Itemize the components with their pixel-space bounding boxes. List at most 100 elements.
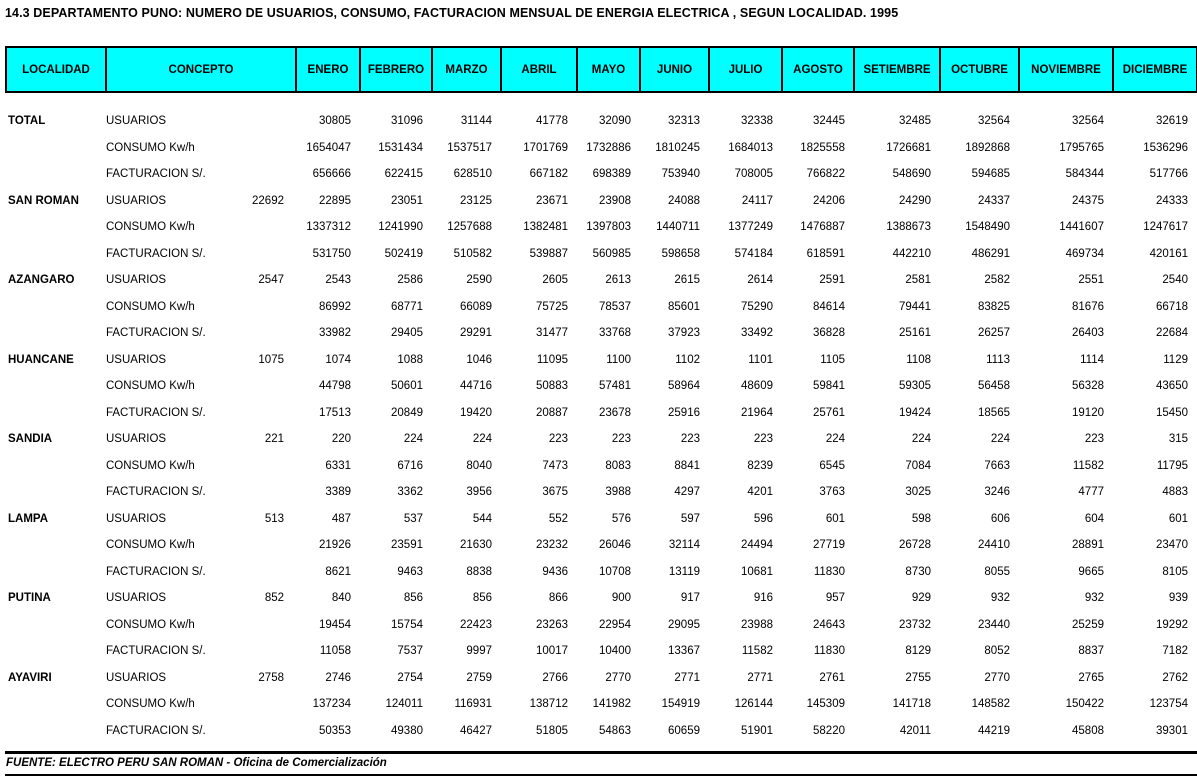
- concept-cell: FACTURACION S/.: [106, 479, 296, 506]
- concept-label: USUARIOS: [106, 592, 167, 605]
- value-cell: 23908: [599, 194, 631, 207]
- value-cell: 539887: [529, 247, 568, 260]
- concept-cell: USUARIOS 22692: [106, 188, 296, 215]
- value-cell: 26403: [1072, 327, 1104, 340]
- value-cell: 11830: [813, 565, 845, 578]
- value-cell: 26046: [599, 539, 631, 552]
- concept-label: FACTURACION S/.: [106, 327, 206, 340]
- value-cell: 537: [403, 512, 423, 525]
- value-cell: 2540: [1162, 274, 1188, 287]
- value-cell: 315: [1168, 433, 1188, 446]
- col-header-diciembre: DICIEMBRE: [1112, 46, 1197, 93]
- value-cell: 154919: [661, 698, 700, 711]
- table-row: FACTURACION S/. 17513 20849 19420 20887 23678…: [6, 400, 1197, 427]
- value-cell: 23051: [391, 194, 423, 207]
- table-row: HUANCANE USUARIOS 1075 1074 1088 1046 11095 110…: [6, 347, 1197, 374]
- value-cell: 7182: [1162, 645, 1188, 658]
- value-cell: 224: [990, 433, 1010, 446]
- value-cell: 9436: [542, 565, 568, 578]
- value-cell: 50353: [319, 724, 351, 737]
- concept-label: CONSUMO Kw/h: [106, 380, 195, 393]
- value-cell: 18565: [978, 406, 1010, 419]
- value-cell: 8838: [466, 565, 492, 578]
- value-cell: 26257: [978, 327, 1010, 340]
- concept-label: USUARIOS: [106, 115, 167, 128]
- value-cell: 442210: [892, 247, 931, 260]
- value-cell: 33768: [599, 327, 631, 340]
- value-cell: 1101: [748, 353, 773, 366]
- value-cell: 41778: [536, 115, 568, 128]
- col-header-febrero: FEBRERO: [359, 46, 433, 93]
- value-cell: 126144: [734, 698, 773, 711]
- value-cell: 31144: [460, 115, 492, 128]
- value-cell: 23263: [536, 618, 568, 631]
- value-cell: 1257688: [447, 221, 492, 234]
- value-cell: 15450: [1156, 406, 1188, 419]
- concept-cell: CONSUMO Kw/h: [106, 294, 296, 321]
- value-cell: 1046: [466, 353, 492, 366]
- concept-label: FACTURACION S/.: [106, 486, 206, 499]
- value-cell: 2759: [466, 671, 492, 684]
- value-cell: 9997: [466, 645, 492, 658]
- value-cell: 145309: [806, 698, 845, 711]
- value-cell: 25916: [668, 406, 700, 419]
- value-cell: 6716: [397, 459, 423, 472]
- pre-column-value: 221: [264, 433, 284, 446]
- value-cell: 2762: [1162, 671, 1188, 684]
- value-cell: 51805: [536, 724, 568, 737]
- value-cell: 124011: [385, 698, 423, 711]
- value-cell: 75290: [741, 300, 773, 313]
- value-cell: 19420: [460, 406, 492, 419]
- value-cell: 46427: [460, 724, 492, 737]
- value-cell: 3763: [819, 486, 845, 499]
- value-cell: 8083: [605, 459, 631, 472]
- value-cell: 24337: [978, 194, 1010, 207]
- value-cell: 9665: [1078, 565, 1104, 578]
- locality-cell: [6, 638, 106, 665]
- value-cell: 548690: [892, 168, 931, 181]
- concept-cell: USUARIOS 221: [106, 426, 296, 453]
- value-cell: 44716: [460, 380, 492, 393]
- value-cell: 7084: [905, 459, 931, 472]
- value-cell: 23591: [391, 539, 423, 552]
- value-cell: 1537517: [447, 141, 492, 154]
- locality-cell: PUTINA: [8, 592, 51, 605]
- locality-cell: [6, 691, 106, 718]
- value-cell: 29095: [668, 618, 700, 631]
- value-cell: 2614: [747, 274, 773, 287]
- concept-label: CONSUMO Kw/h: [106, 141, 195, 154]
- value-cell: 223: [753, 433, 773, 446]
- value-cell: 502419: [384, 247, 423, 260]
- table-row: CONSUMO Kw/h 1654047 1531434 1537517 1701769…: [6, 135, 1197, 162]
- value-cell: 19292: [1156, 618, 1188, 631]
- value-cell: 1102: [675, 353, 700, 366]
- value-cell: 20887: [536, 406, 568, 419]
- value-cell: 598: [911, 512, 931, 525]
- value-cell: 840: [331, 592, 351, 605]
- value-cell: 1377249: [728, 221, 773, 234]
- value-cell: 59841: [813, 380, 845, 393]
- col-header-marzo: MARZO: [431, 46, 502, 93]
- col-header-noviembre: NOVIEMBRE: [1018, 46, 1114, 93]
- locality-cell: [6, 320, 106, 347]
- concept-cell: FACTURACION S/.: [106, 161, 296, 188]
- concept-label: USUARIOS: [106, 671, 167, 684]
- concept-cell: USUARIOS: [106, 108, 296, 135]
- value-cell: 544: [472, 512, 492, 525]
- value-cell: 44219: [978, 724, 1010, 737]
- concept-cell: USUARIOS 513: [106, 506, 296, 533]
- value-cell: 2770: [605, 671, 631, 684]
- pre-column-value: 2758: [258, 671, 284, 684]
- value-cell: 66089: [460, 300, 492, 313]
- value-cell: 15754: [391, 618, 423, 631]
- locality-cell: [6, 718, 106, 745]
- locality-cell: AZANGARO: [8, 274, 75, 287]
- value-cell: 17513: [319, 406, 351, 419]
- value-cell: 1701769: [523, 141, 568, 154]
- table-row: TOTAL USUARIOS 30805 31096 31144 41778 32090 32…: [6, 108, 1197, 135]
- value-cell: 138712: [529, 698, 568, 711]
- value-cell: 22423: [460, 618, 492, 631]
- source-note: FUENTE: ELECTRO PERU SAN ROMAN - Oficina…: [5, 751, 1197, 776]
- value-cell: 2761: [819, 671, 845, 684]
